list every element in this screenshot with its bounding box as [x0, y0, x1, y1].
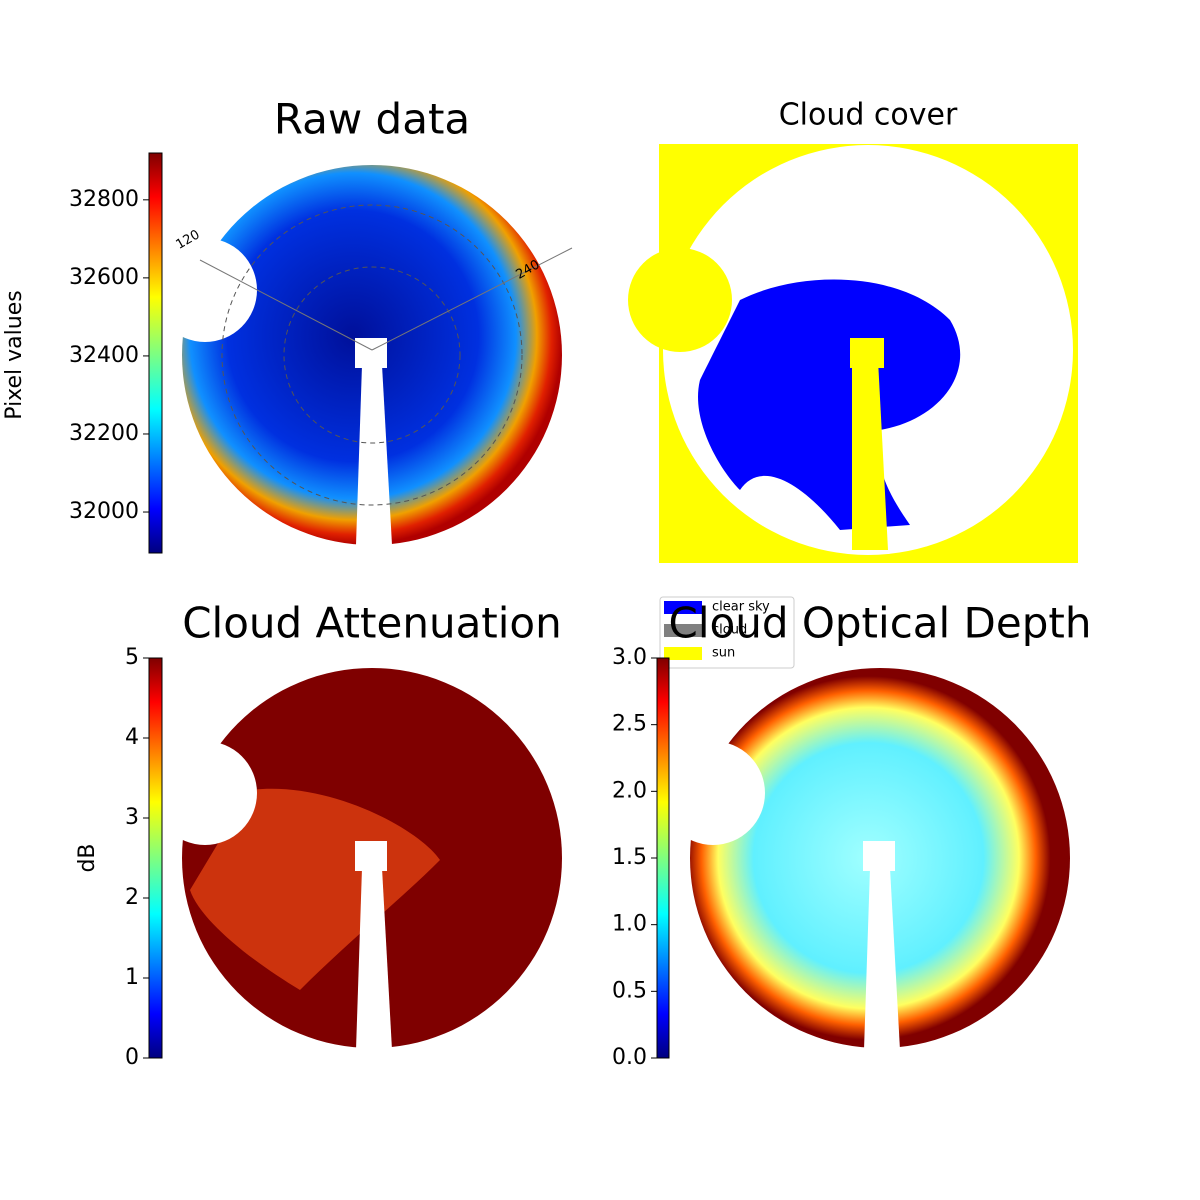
legend-label: clear sky — [712, 600, 770, 615]
colorbar — [148, 657, 163, 1059]
colorbar-tick-label: 32200 — [69, 421, 139, 446]
colorbar-tick-label: 4 — [125, 725, 139, 750]
colorbar-tick-label: 3 — [125, 805, 139, 830]
panel-title: Cloud Optical Depth — [669, 599, 1092, 648]
legend-label: sun — [712, 646, 735, 661]
panel-title: Raw data — [274, 95, 470, 144]
attenuation-image — [153, 668, 562, 1060]
raw-image — [153, 165, 573, 560]
legend-swatch — [664, 647, 702, 660]
legend-swatch — [664, 624, 702, 637]
colorbar-tick-label: 1.5 — [612, 845, 647, 870]
colorbar-tick-label: 32800 — [69, 187, 139, 212]
colorbar-tick-label: 32600 — [69, 265, 139, 290]
colorbar-tick-label: 0.5 — [612, 978, 647, 1003]
optical-depth-image — [661, 668, 1070, 1060]
colorbar-tick-label: 32400 — [69, 343, 139, 368]
legend-swatch — [664, 601, 702, 614]
colorbar-label: dB — [75, 843, 100, 872]
colorbar-tick-label: 2.0 — [612, 778, 647, 803]
colorbar-tick-label: 2.5 — [612, 712, 647, 737]
colorbar-tick-label: 1 — [125, 965, 139, 990]
colorbar-tick-label: 0.0 — [612, 1045, 647, 1070]
colorbar-tick-label: 5 — [125, 645, 139, 670]
colorbar-label: Pixel values — [2, 290, 27, 419]
colorbar-tick-label: 2 — [125, 885, 139, 910]
colorbar-tick-label: 1.0 — [612, 912, 647, 937]
panel-title: Cloud cover — [779, 98, 958, 133]
colorbar-tick-label: 3.0 — [612, 645, 647, 670]
colorbar-tick-label: 0 — [125, 1045, 139, 1070]
colorbar — [148, 152, 163, 554]
legend-label: cloud — [712, 623, 747, 638]
cloud-cover-image — [628, 144, 1078, 563]
colorbar — [656, 657, 670, 1059]
panel-title: Cloud Attenuation — [182, 599, 562, 648]
colorbar-tick-label: 32000 — [69, 499, 139, 524]
